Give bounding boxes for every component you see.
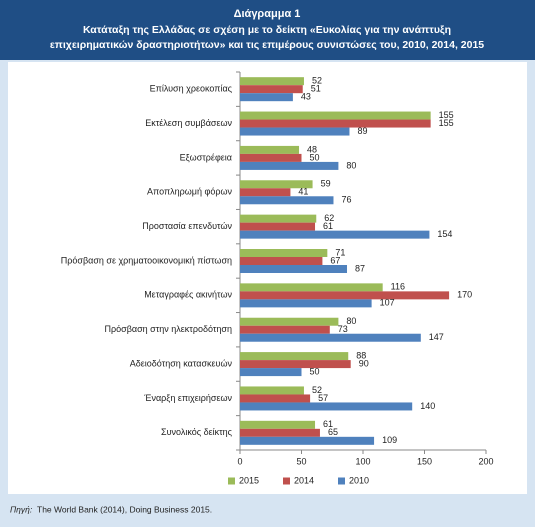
legend-label: 2014 (294, 475, 314, 485)
bar (240, 291, 450, 300)
chart-subtitle: Κατάταξη της Ελλάδας σε σχέση με το δείκ… (83, 24, 451, 36)
value-label: 48 (307, 144, 317, 154)
bar (240, 436, 375, 445)
bar (240, 317, 339, 326)
value-label: 52 (312, 76, 322, 86)
bar (240, 153, 302, 162)
value-label: 51 (311, 84, 321, 94)
value-label: 147 (429, 332, 444, 342)
value-label: 76 (341, 195, 351, 205)
value-label: 52 (312, 385, 322, 395)
value-label: 154 (437, 229, 452, 239)
y-tick-label: Εκτέλεση συμβάσεων (145, 118, 232, 128)
legend-label: 2015 (239, 475, 259, 485)
header-band (0, 0, 535, 60)
value-label: 155 (439, 118, 454, 128)
value-label: 140 (420, 401, 435, 411)
y-tick-label: Αποπληρωμή φόρων (147, 187, 233, 197)
y-tick-label: Πρόσβαση σε χρηματοοικονομική πίστωση (61, 255, 232, 265)
bar (240, 283, 383, 292)
bar (240, 85, 303, 94)
value-label: 80 (346, 160, 356, 170)
chart-subtitle: επιχειρηματικών δραστηριοτήτων» και τις … (50, 39, 484, 51)
value-label: 50 (310, 366, 320, 376)
y-tick-label: Συνολικός δείκτης (161, 427, 233, 437)
bar (240, 420, 316, 429)
source: The World Bank (2014), Doing Business 20… (37, 504, 212, 514)
source-label: Πηγή: (10, 504, 33, 514)
bar (240, 333, 421, 342)
bar (240, 325, 330, 334)
value-label: 107 (380, 298, 395, 308)
bar (240, 360, 351, 369)
bar (240, 77, 304, 86)
bar (240, 119, 431, 128)
value-label: 65 (328, 427, 338, 437)
y-tick-label: Επίλυση χρεοκοπίας (150, 84, 233, 94)
legend-swatch (283, 477, 290, 485)
legend-label: 2010 (349, 475, 369, 485)
value-label: 170 (457, 290, 472, 300)
x-tick-label: 50 (296, 456, 306, 466)
value-label: 59 (321, 179, 331, 189)
value-label: 116 (391, 282, 405, 292)
bar (240, 214, 317, 223)
bar (240, 257, 323, 265)
value-label: 43 (301, 92, 311, 102)
bar (240, 386, 304, 395)
chart-title: Διάγραμμα 1 (234, 8, 301, 20)
y-tick-label: Αδειοδότηση κατασκευών (130, 358, 233, 368)
x-tick-label: 100 (355, 456, 370, 466)
x-tick-label: 200 (478, 456, 493, 466)
value-label: 89 (357, 126, 367, 136)
value-label: 50 (310, 152, 320, 162)
legend-swatch (338, 477, 345, 485)
bar (240, 127, 350, 136)
y-tick-label: Εξωστρέφεια (180, 152, 232, 162)
value-label: 80 (346, 316, 356, 326)
y-tick-label: Προστασία επενδυτών (142, 221, 232, 231)
value-label: 62 (324, 213, 334, 223)
bar (240, 93, 293, 102)
x-tick-label: 150 (417, 456, 432, 466)
bar (240, 180, 313, 189)
value-label: 61 (323, 419, 333, 429)
bar (240, 111, 431, 120)
value-label: 155 (439, 110, 454, 120)
bar (240, 188, 291, 197)
bar (240, 299, 372, 308)
value-label: 67 (330, 255, 340, 265)
value-label: 109 (382, 435, 397, 445)
bar (240, 145, 300, 154)
value-label: 71 (335, 247, 345, 257)
x-tick-label: 0 (237, 456, 242, 466)
bar (240, 368, 302, 377)
bar (240, 402, 413, 411)
y-tick-label: Μεταγραφές ακινήτων (144, 290, 232, 300)
value-label: 88 (356, 350, 366, 360)
bar (240, 428, 320, 437)
bar (240, 230, 430, 239)
value-label: 73 (338, 324, 348, 334)
bar (240, 249, 328, 257)
value-label: 41 (298, 187, 308, 197)
value-label: 90 (359, 358, 369, 368)
value-label: 61 (323, 221, 333, 231)
bar (240, 352, 349, 361)
value-label: 57 (318, 393, 328, 403)
value-label: 87 (355, 263, 365, 273)
y-tick-label: Έναρξη επιχειρήσεων (143, 393, 232, 403)
y-tick-label: Πρόσβαση στην ηλεκτροδότηση (105, 324, 232, 334)
bar (240, 265, 348, 273)
bar (240, 394, 311, 403)
legend-swatch (228, 477, 235, 485)
bar (240, 161, 339, 170)
bar (240, 196, 334, 205)
bar (240, 222, 316, 231)
